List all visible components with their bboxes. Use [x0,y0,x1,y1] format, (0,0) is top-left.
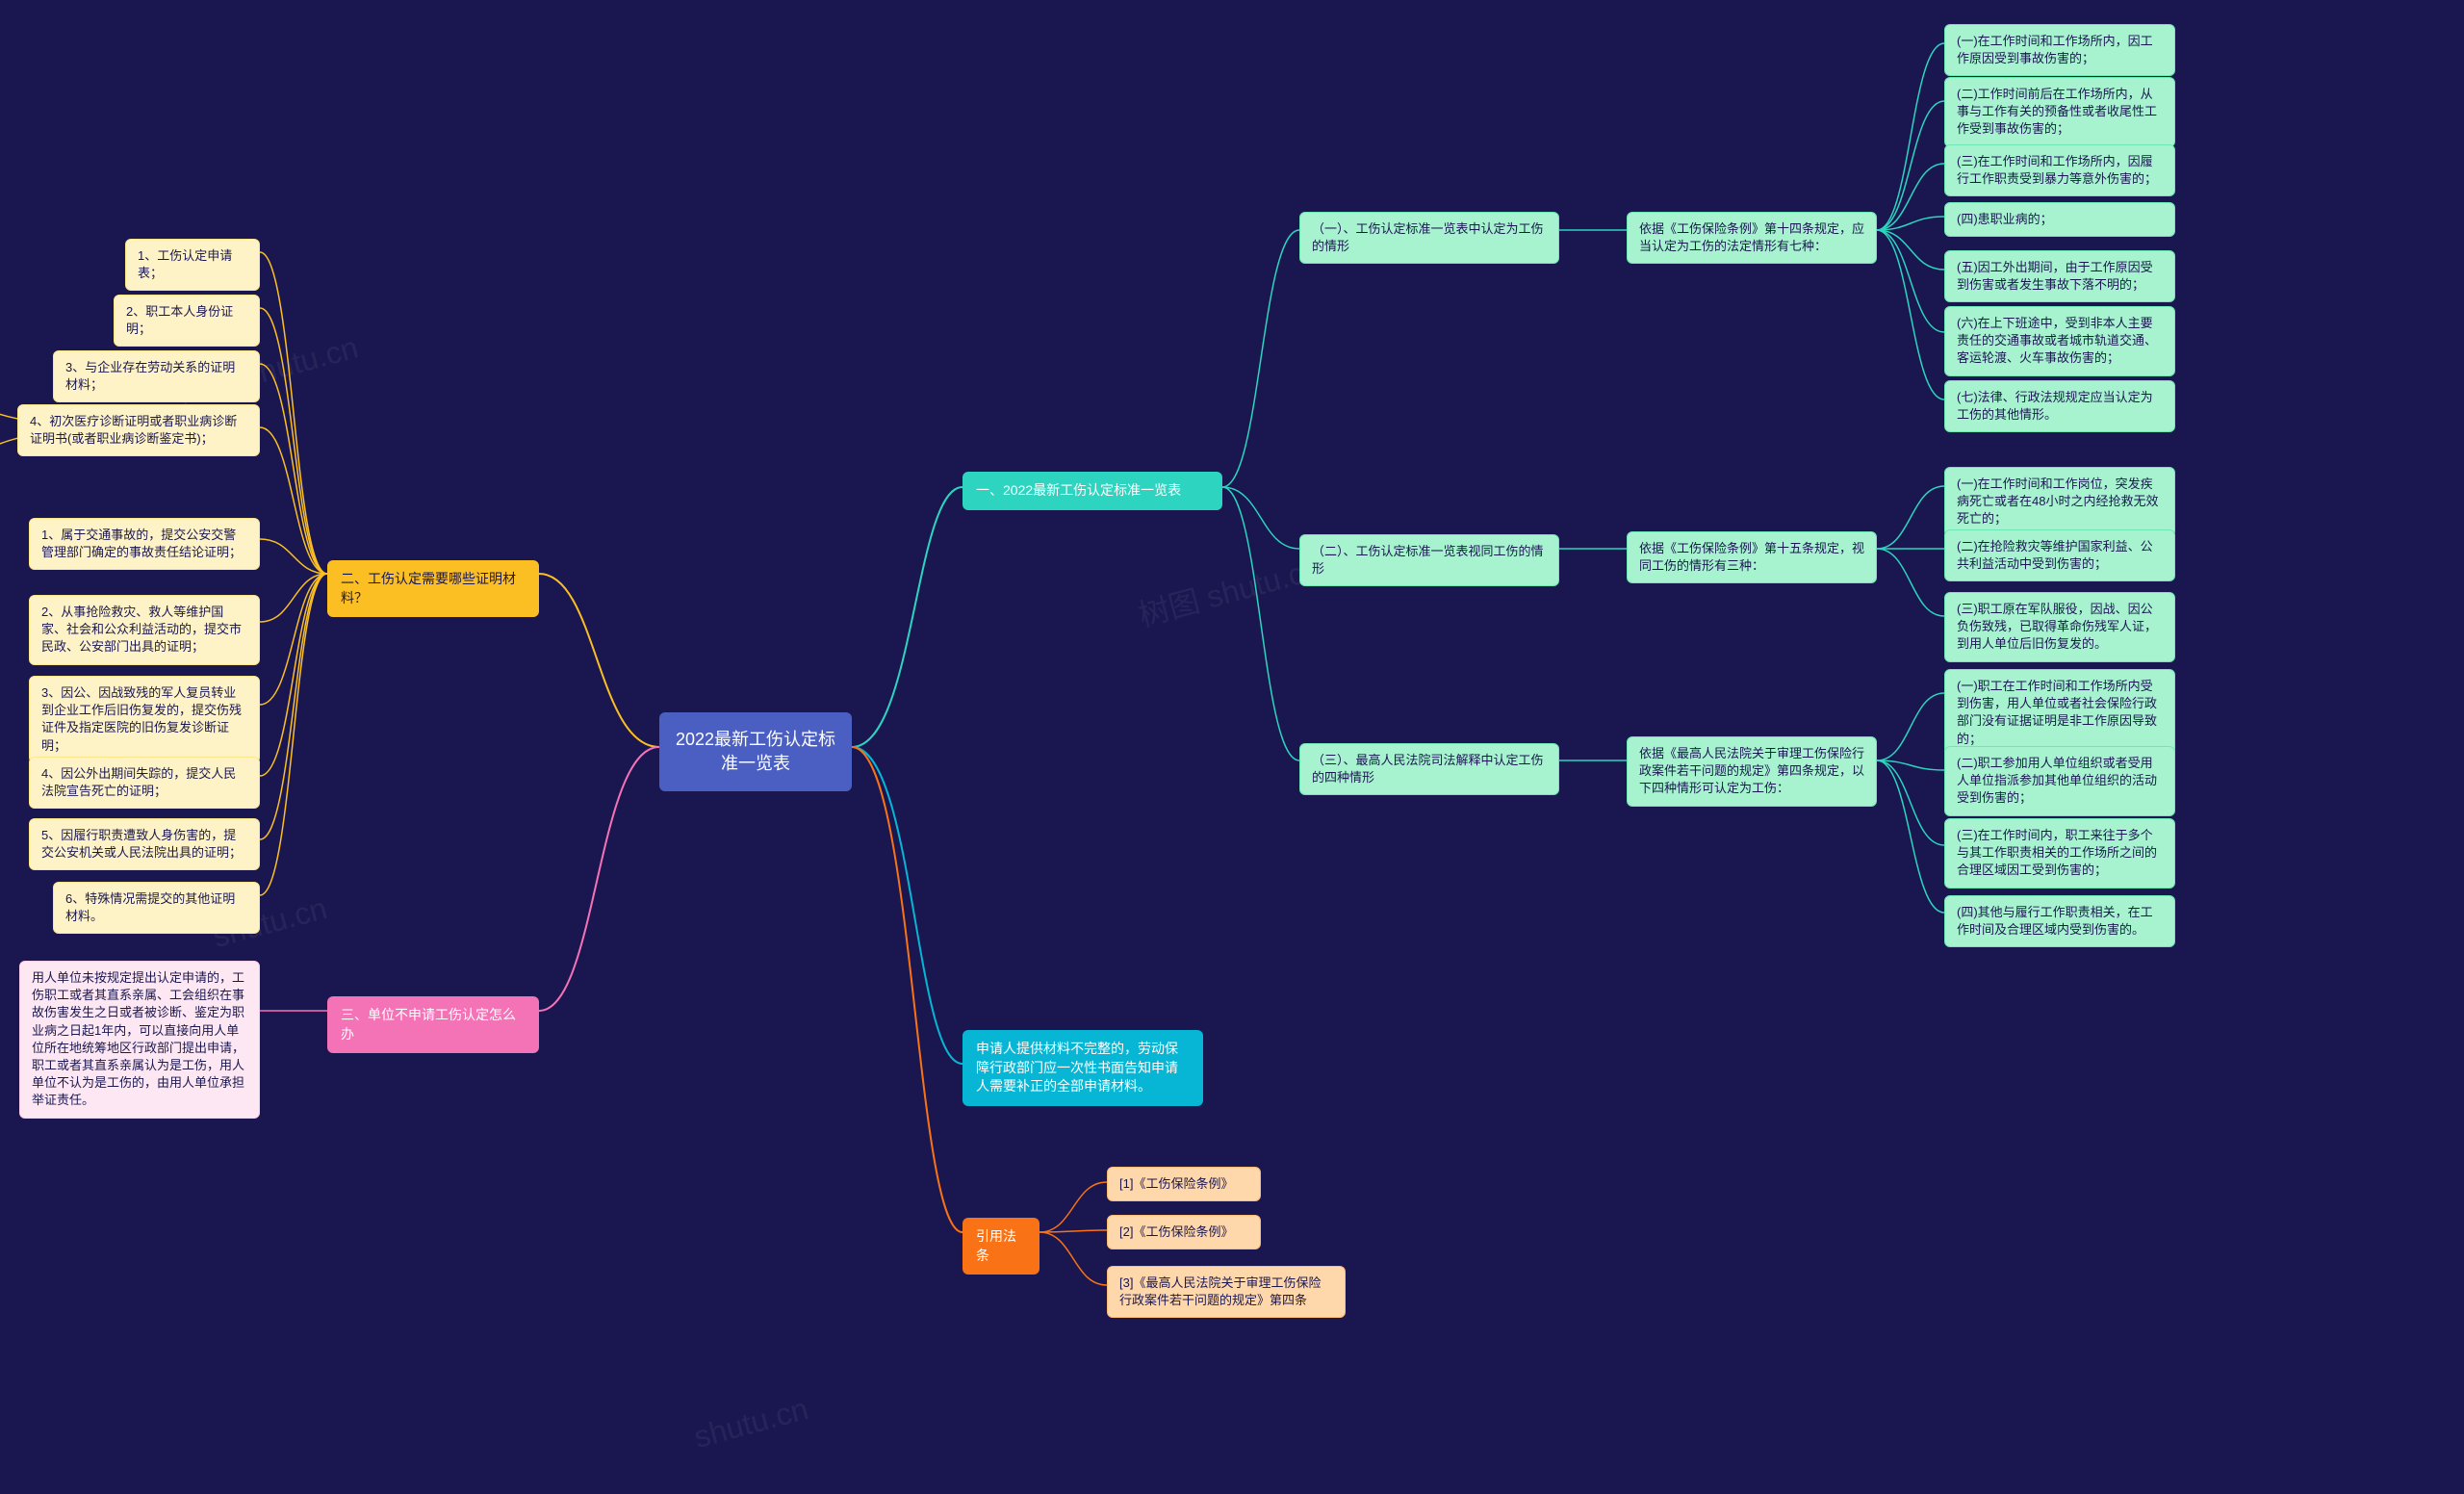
section3-detail: 用人单位未按规定提出认定申请的，工伤职工或者其直系亲属、工会组织在事故伤害发生之… [19,961,260,1119]
sub1-item-2: (二)工作时间前后在工作场所内，从事与工作有关的预备性或者收尾性工作受到事故伤害… [1944,77,2175,147]
sub2-item-2: (二)在抢险救灾等维护国家利益、公共利益活动中受到伤害的； [1944,529,2175,581]
s2-bot-5: 5、因履行职责遭致人身伤害的，提交公安机关或人民法院出具的证明； [29,818,260,870]
sub1-item-1: (一)在工作时间和工作场所内，因工作原因受到事故伤害的； [1944,24,2175,76]
sub1-item-3: (三)在工作时间和工作场所内，因履行工作职责受到暴力等意外伤害的； [1944,144,2175,196]
s2-bot-4: 4、因公外出期间失踪的，提交人民法院宣告死亡的证明； [29,757,260,809]
sub2-item-1: (一)在工作时间和工作岗位，突发疾病死亡或者在48小时之内经抢救无效死亡的； [1944,467,2175,537]
section1-sub2-detail: 依据《工伤保险条例》第十五条规定，视同工伤的情形有三种： [1627,531,1877,583]
sub1-item-5: (五)因工外出期间，由于工作原因受到伤害或者发生事故下落不明的； [1944,250,2175,302]
s2-bot-6: 6、特殊情况需提交的其他证明材料。 [53,882,260,934]
s2-bot-2: 2、从事抢险救灾、救人等维护国家、社会和公众利益活动的，提交市民政、公安部门出具… [29,595,260,665]
section1-sub1: （一）、工伤认定标准一览表中认定为工伤的情形 [1299,212,1559,264]
orange-item-1: [1]《工伤保险条例》 [1107,1167,1261,1201]
section1-sub2: （二）、工伤认定标准一览表视同工伤的情形 [1299,534,1559,586]
root-node: 2022最新工伤认定标准一览表 [659,712,852,791]
section-orange: 引用法条 [962,1218,1040,1275]
section-cyan: 申请人提供材料不完整的，劳动保障行政部门应一次性书面告知申请人需要补正的全部申请… [962,1030,1203,1106]
section2-branch: 二、工伤认定需要哪些证明材料？ [327,560,539,617]
sub1-item-4: (四)患职业病的； [1944,202,2175,237]
sub3-item-1: (一)职工在工作时间和工作场所内受到伤害，用人单位或者社会保险行政部门没有证据证… [1944,669,2175,757]
section1-branch: 一、2022最新工伤认定标准一览表 [962,472,1222,510]
sub1-item-7: (七)法律、行政法规规定应当认定为工伤的其他情形。 [1944,380,2175,432]
sub3-item-2: (二)职工参加用人单位组织或者受用人单位指派参加其他单位组织的活动受到伤害的； [1944,746,2175,816]
watermark: 树图 shutu.cn [1133,545,1324,636]
section1-sub3: （三）、最高人民法院司法解释中认定工伤的四种情形 [1299,743,1559,795]
sub3-item-4: (四)其他与履行工作职责相关，在工作时间及合理区域内受到伤害的。 [1944,895,2175,947]
s2-top-1: 1、工伤认定申请表； [125,239,260,291]
s2-top-4: 4、初次医疗诊断证明或者职业病诊断证明书(或者职业病诊断鉴定书)； [17,404,260,456]
orange-item-3: [3]《最高人民法院关于审理工伤保险行政案件若干问题的规定》第四条 [1107,1266,1346,1318]
section1-sub3-detail: 依据《最高人民法院关于审理工伤保险行政案件若干问题的规定》第四条规定，以下四种情… [1627,736,1877,807]
sub2-item-3: (三)职工原在军队服役，因战、因公负伤致残，已取得革命伤残军人证，到用人单位后旧… [1944,592,2175,662]
s2-top-3: 3、与企业存在劳动关系的证明材料； [53,350,260,402]
sub1-item-6: (六)在上下班途中，受到非本人主要责任的交通事故或者城市轨道交通、客运轮渡、火车… [1944,306,2175,376]
s2-bot-1: 1、属于交通事故的，提交公安交警管理部门确定的事故责任结论证明； [29,518,260,570]
section1-sub1-detail: 依据《工伤保险条例》第十四条规定，应当认定为工伤的法定情形有七种： [1627,212,1877,264]
section3-branch: 三、单位不申请工伤认定怎么办 [327,996,539,1053]
watermark: shutu.cn [690,1391,811,1455]
sub3-item-3: (三)在工作时间内，职工来往于多个与其工作职责相关的工作场所之间的合理区域因工受… [1944,818,2175,889]
orange-item-2: [2]《工伤保险条例》 [1107,1215,1261,1249]
s2-top-2: 2、职工本人身份证明； [114,295,260,347]
s2-bot-3: 3、因公、因战致残的军人复员转业到企业工作后旧伤复发的，提交伤残证件及指定医院的… [29,676,260,763]
